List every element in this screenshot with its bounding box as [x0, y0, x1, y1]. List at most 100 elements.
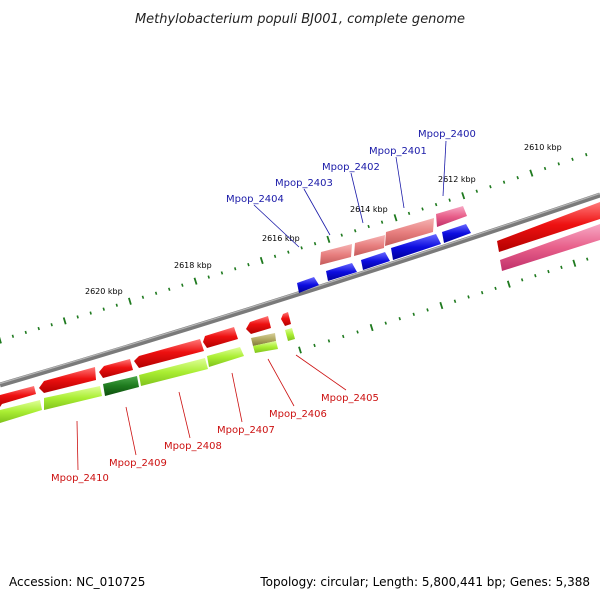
- cds-feature[interactable]: [354, 235, 385, 256]
- minor-tick: [313, 241, 317, 246]
- leader-line: [231, 372, 243, 423]
- minor-tick: [115, 303, 118, 307]
- cds-feature[interactable]: [391, 234, 441, 260]
- outer-tick-ring: [0, 152, 588, 344]
- minor-tick: [313, 343, 316, 348]
- minor-tick: [520, 278, 524, 282]
- minor-tick: [141, 295, 145, 299]
- minor-tick: [494, 286, 497, 291]
- cds-feature[interactable]: [442, 224, 471, 243]
- accession-text: Accession: NC_010725: [9, 575, 145, 589]
- minor-tick: [154, 291, 158, 295]
- cds-feature[interactable]: [103, 376, 139, 396]
- minor-tick: [547, 269, 550, 274]
- leader-line: [395, 156, 405, 209]
- cds-feature[interactable]: [361, 252, 390, 270]
- cds-feature[interactable]: [203, 327, 238, 348]
- gene-label-mpop-2402[interactable]: Mpop_2402: [322, 162, 380, 173]
- minor-tick: [356, 330, 359, 334]
- cds-feature[interactable]: [246, 316, 271, 334]
- minor-tick: [502, 180, 506, 184]
- minor-tick: [367, 224, 370, 229]
- minor-tick: [50, 323, 53, 327]
- minor-tick: [557, 162, 560, 166]
- major-tick: [572, 259, 577, 267]
- cds-feature[interactable]: [0, 386, 36, 407]
- leader-line: [125, 406, 137, 456]
- scale-label-2610: 2610 kbp: [524, 143, 562, 152]
- minor-tick: [516, 175, 519, 180]
- leader-line: [295, 354, 347, 391]
- minor-tick: [571, 157, 574, 161]
- cds-feature[interactable]: [253, 341, 278, 353]
- minor-tick: [434, 202, 438, 207]
- major-tick: [461, 192, 466, 200]
- major-tick: [326, 235, 331, 243]
- cds-feature[interactable]: [497, 202, 600, 252]
- minor-tick: [287, 250, 290, 254]
- gene-label-mpop-2409[interactable]: Mpop_2409: [109, 458, 167, 469]
- inner-tick-ring: [298, 257, 589, 354]
- minor-tick: [398, 317, 401, 321]
- cds-feature[interactable]: [207, 347, 244, 367]
- minor-tick: [220, 271, 224, 275]
- gene-label-mpop-2408[interactable]: Mpop_2408: [164, 441, 222, 452]
- cds-feature[interactable]: [0, 400, 42, 423]
- minor-tick: [407, 211, 411, 216]
- cds-feature[interactable]: [326, 263, 357, 281]
- cds-feature[interactable]: [500, 224, 600, 271]
- cds-feature[interactable]: [251, 333, 276, 346]
- minor-tick: [448, 198, 451, 202]
- minor-tick: [342, 334, 345, 339]
- genome-backbone: [0, 192, 600, 388]
- major-tick: [506, 280, 511, 288]
- genome-backbone-highlight: [0, 192, 600, 385]
- major-tick: [439, 301, 444, 310]
- cds-feature[interactable]: [297, 277, 319, 293]
- cds-feature[interactable]: [39, 367, 96, 393]
- minor-tick: [300, 246, 303, 250]
- minor-tick: [585, 152, 588, 157]
- gene-label-mpop-2410[interactable]: Mpop_2410: [51, 473, 109, 484]
- cds-feature[interactable]: [436, 206, 467, 227]
- gene-label-mpop-2407[interactable]: Mpop_2407: [217, 425, 275, 436]
- genome-summary-text: Topology: circular; Length: 5,800,441 bp…: [259, 575, 590, 589]
- gene-label-mpop-2403[interactable]: Mpop_2403: [275, 178, 333, 189]
- cds-feature[interactable]: [385, 218, 434, 246]
- cds-group-top: [297, 202, 600, 293]
- major-tick: [128, 297, 132, 305]
- minor-tick: [181, 283, 184, 287]
- scale-label-2618: 2618 kbp: [174, 261, 212, 270]
- minor-tick: [168, 287, 171, 291]
- minor-tick: [543, 166, 547, 171]
- gene-label-mpop-2400[interactable]: Mpop_2400: [418, 129, 476, 140]
- minor-tick: [412, 312, 415, 316]
- gene-label-mpop-2401[interactable]: Mpop_2401: [369, 146, 427, 157]
- minor-tick: [421, 207, 424, 211]
- minor-tick: [467, 295, 470, 299]
- minor-tick: [489, 185, 492, 189]
- leader-line: [442, 140, 447, 197]
- minor-tick: [207, 275, 210, 279]
- major-tick: [529, 169, 534, 177]
- cds-feature[interactable]: [44, 386, 102, 410]
- gene-label-mpop-2405[interactable]: Mpop_2405: [321, 393, 379, 404]
- cds-feature[interactable]: [320, 244, 352, 265]
- cds-feature[interactable]: [99, 359, 133, 378]
- minor-tick: [327, 339, 331, 343]
- major-tick: [298, 346, 302, 354]
- minor-tick: [11, 334, 15, 338]
- gene-labels-bottom: Mpop_2405 Mpop_2406 Mpop_2407 Mpop_2408 …: [51, 354, 379, 484]
- gene-label-mpop-2406[interactable]: Mpop_2406: [269, 409, 327, 420]
- cds-feature[interactable]: [285, 328, 295, 341]
- gene-label-mpop-2404[interactable]: Mpop_2404: [226, 194, 284, 205]
- leader-line: [267, 358, 295, 407]
- leader-line: [76, 420, 79, 471]
- minor-tick: [273, 254, 277, 258]
- cds-feature[interactable]: [134, 339, 204, 368]
- minor-tick: [475, 189, 479, 193]
- cds-feature[interactable]: [139, 358, 208, 386]
- cds-feature[interactable]: [281, 312, 291, 326]
- scale-label-2614: 2614 kbp: [350, 205, 388, 214]
- minor-tick: [234, 267, 237, 271]
